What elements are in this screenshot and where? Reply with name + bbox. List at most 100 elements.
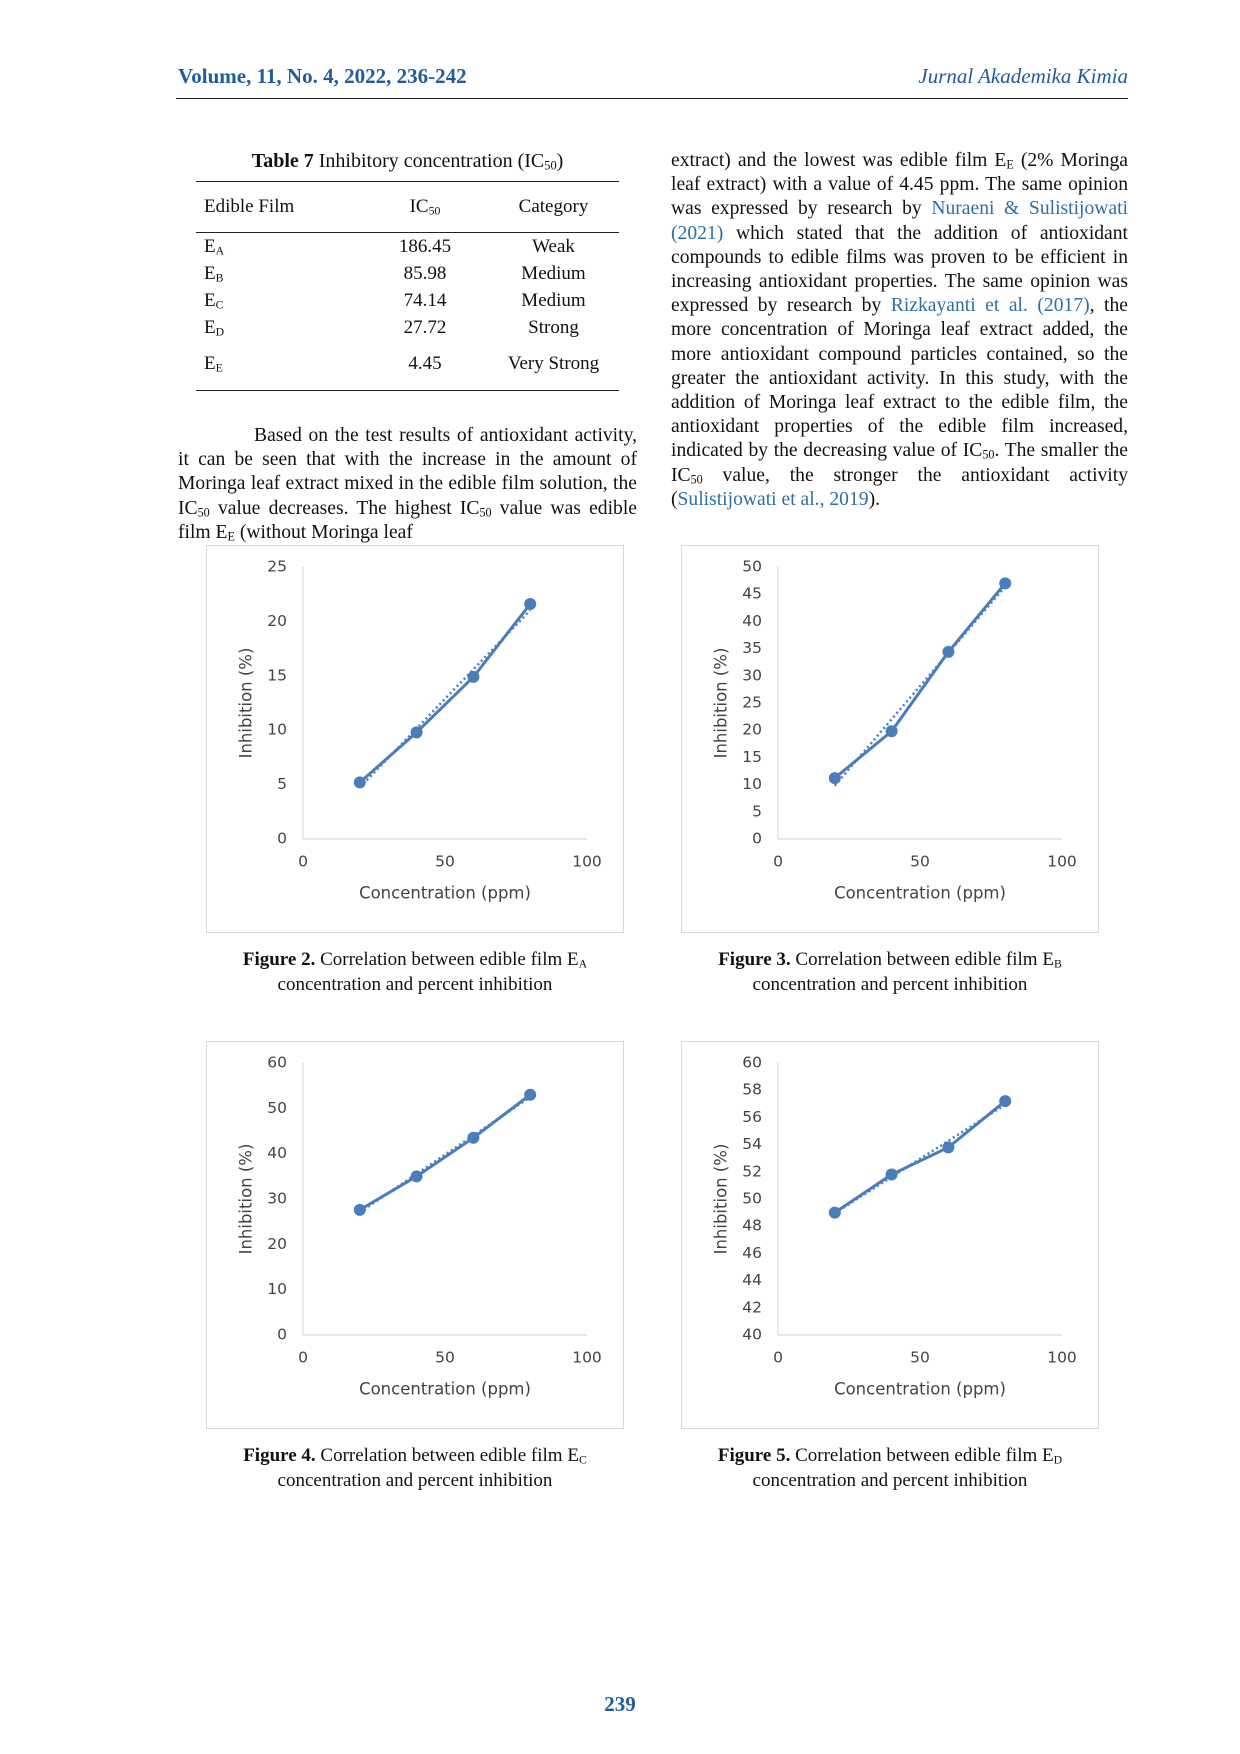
x-tick-label: 100 [1047,853,1077,871]
category-cell: Medium [521,262,586,284]
header-rule [176,98,1128,99]
y-tick-label: 35 [742,639,762,657]
y-tick-label: 5 [752,802,762,820]
film-cell: EC [196,287,362,314]
table-row: EE 4.45 Very Strong [196,341,619,391]
data-line [833,1099,1007,1214]
figure-label: Figure 2. [242,949,316,970]
data-point [410,726,423,739]
trendline [834,1103,1006,1215]
column-header: Edible Film [196,181,362,233]
citation[interactable]: Nuraeni & Sulistijowati (2021) [671,198,1129,244]
y-tick-label: 30 [742,666,762,684]
data-point [828,772,841,785]
ic50-cell: 74.14 [403,289,447,311]
caption-text: concentration and percent inhibition [277,1470,553,1491]
y-tick-label: 10 [267,1280,287,1298]
y-tick-label: 52 [742,1162,762,1180]
caption-text: Inhibitory concentration (IC [313,150,545,172]
column-header: IC50 [362,181,488,233]
table-row: EC 74.14 Medium [196,287,619,314]
film-name: E [204,262,216,284]
caption-text: Correlation between edible film E [790,949,1054,970]
caption-text: Correlation between edible film E [790,1445,1054,1466]
data-point [942,1141,955,1154]
y-tick-label: 10 [742,775,762,793]
caption-sub: B [1053,957,1062,971]
table-row: EA 186.45 Weak [196,233,619,261]
film-sub: A [215,243,225,257]
text: ). [868,488,880,510]
film-sub: E [215,360,223,374]
citation[interactable]: Sulistijowati et al., 2019 [677,488,869,510]
text: value was edible film E [178,497,637,543]
chart-svg: 0 10 20 30 40 50 60 0 50 100 Concentration (ppm) In… [237,1054,602,1399]
header-row: Edible Film IC50 Category [196,181,619,233]
y-tick-label: 44 [742,1271,762,1289]
film-name: E [204,289,216,311]
text: (2% Moringa leaf extract) with a value o… [671,150,1128,220]
sub: 50 [982,447,995,462]
chart: 0 5 10 15 20 25 0 50 100 Concentration (ppm) Inhib… [206,545,624,933]
chart-svg: 40 42 44 46 48 50 52 54 56 58 60 0 50 100 Concentratio… [712,1054,1077,1399]
film-cell: ED [196,314,362,341]
y-axis-label: Inhibition (%) [237,1144,256,1255]
x-tick-label: 50 [910,853,930,871]
film-name: E [204,352,216,374]
citation[interactable]: Rizkayanti et al. (2017) [890,295,1090,317]
y-tick-label: 5 [277,775,287,793]
y-tick-label: 40 [742,1326,762,1344]
y-tick-label: 25 [267,558,287,576]
y-tick-label: 60 [267,1054,287,1072]
table-label: Table 7 [251,150,314,172]
y-tick-label: 50 [742,558,762,576]
sub: 50 [197,505,210,520]
figure-label: Figure 4. [243,1445,316,1466]
y-tick-label: 58 [742,1081,762,1099]
caption-text: Correlation between edible film E [315,949,579,970]
caption-text: ) [556,150,564,172]
chart: 0 10 20 30 40 50 60 0 50 100 Concentration (ppm) In… [206,1041,624,1429]
figure-caption: Figure 5. Correlation between edible fil… [681,1443,1099,1493]
trendline [833,585,1007,787]
x-tick-label: 50 [910,1349,930,1367]
caption-sub: D [1053,1453,1063,1467]
x-tick-label: 0 [298,853,308,871]
figure-label: Figure 5. [717,1445,791,1466]
sub: 50 [479,505,492,520]
ic50-cell: 186.45 [398,235,452,257]
y-tick-label: 15 [742,748,762,766]
figure-caption: Figure 3. Correlation between edible fil… [681,947,1099,997]
x-tick-label: 100 [572,853,602,871]
caption-text: Correlation between edible film E [315,1445,579,1466]
x-tick-label: 100 [1047,1349,1077,1367]
film-sub: C [215,297,224,311]
category-cell: Very Strong [488,341,619,391]
film-cell: EA [196,233,362,261]
paragraph: Based on the test results of antioxidant… [178,424,637,545]
sub: E [1006,157,1014,172]
data-line [833,582,1007,780]
table-body: EA 186.45 Weak EB 85.98 Medium EC 74.14 Medium ED… [196,233,619,391]
caption-text: concentration and percent inhibition [277,974,553,995]
y-tick-label: 10 [267,721,287,739]
category-cell: Strong [528,316,579,338]
y-tick-label: 50 [267,1099,287,1117]
sub: 50 [690,472,703,487]
category-cell: Medium [521,289,586,311]
caption-sub: A [578,957,588,971]
text: , the more concentration of Moringa leaf… [671,295,1128,462]
data-point [524,1088,537,1101]
data-line [359,1093,532,1212]
column-header: Category [488,181,619,233]
text: value, the stronger the antioxidant acti… [671,464,1128,510]
y-tick-label: 0 [277,1326,287,1344]
film-name: E [204,316,216,338]
paragraph: extract) and the lowest was edible film … [671,149,1128,512]
y-tick-label: 40 [267,1144,287,1162]
column-header-text: IC [409,196,429,217]
y-tick-label: 40 [742,612,762,630]
header-journal: Jurnal Akademika Kimia [918,64,1128,88]
figure-caption: Figure 4. Correlation between edible fil… [206,1443,624,1493]
film-sub: B [215,270,224,284]
